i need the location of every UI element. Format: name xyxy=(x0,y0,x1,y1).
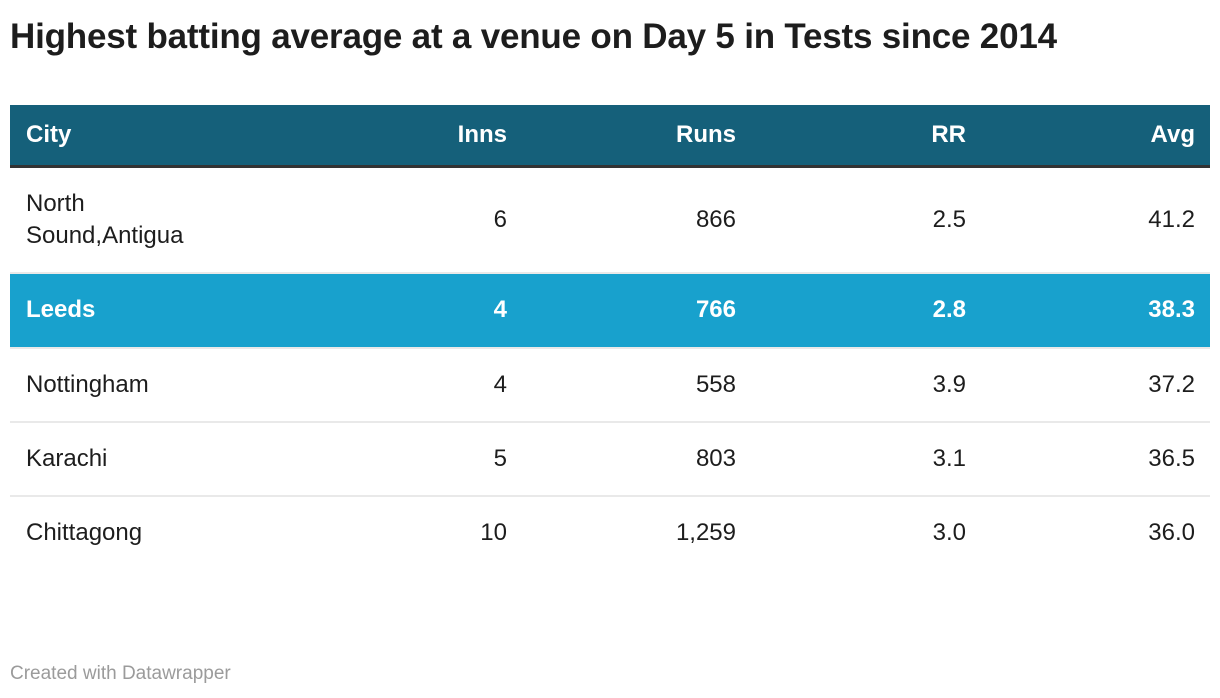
city-cell: Chittagong xyxy=(26,519,143,547)
column-header-avg: Avg xyxy=(981,104,1210,166)
table-row: Chittagong 10 1,259 3.0 36.0 xyxy=(10,496,1210,569)
attribution-text: Created with Datawrapper xyxy=(10,663,231,684)
avg-cell: 38.3 xyxy=(981,273,1210,348)
inns-cell: 6 xyxy=(493,205,507,233)
inns-cell: 5 xyxy=(493,445,507,473)
table-row: Leeds 4 766 2.8 38.3 xyxy=(10,273,1210,348)
rr-cell: 3.1 xyxy=(932,445,966,473)
city-cell: Karachi xyxy=(26,445,108,473)
table-row: Karachi 5 803 3.1 36.5 xyxy=(10,422,1210,497)
rr-cell: 2.8 xyxy=(751,273,981,348)
table-row: Nottingham 4 558 3.9 37.2 xyxy=(10,348,1210,423)
inns-cell: 10 xyxy=(480,519,507,547)
city-cell: North Sound,Antigua xyxy=(26,189,184,249)
city-cell: Nottingham xyxy=(26,370,149,398)
table-row: North Sound,Antigua 6 866 2.5 41.2 xyxy=(10,166,1210,274)
runs-cell: 866 xyxy=(695,205,736,233)
rr-cell: 3.0 xyxy=(932,519,966,547)
column-header-city: City xyxy=(10,104,350,166)
avg-cell: 36.0 xyxy=(1148,519,1195,547)
runs-cell: 766 xyxy=(522,273,751,348)
runs-cell: 803 xyxy=(695,445,736,473)
inns-cell: 4 xyxy=(493,370,507,398)
runs-cell: 558 xyxy=(695,370,736,398)
data-table: City Inns Runs RR Avg North Sound,Antigu… xyxy=(10,104,1210,570)
chart-title: Highest batting average at a venue on Da… xyxy=(10,17,1057,56)
table-header-row: City Inns Runs RR Avg xyxy=(10,104,1210,166)
column-header-runs: Runs xyxy=(522,104,751,166)
column-header-inns: Inns xyxy=(350,104,522,166)
avg-cell: 37.2 xyxy=(1148,370,1195,398)
inns-cell: 4 xyxy=(350,273,522,348)
rr-cell: 3.9 xyxy=(932,370,966,398)
rr-cell: 2.5 xyxy=(932,205,966,233)
avg-cell: 36.5 xyxy=(1148,445,1195,473)
column-header-rr: RR xyxy=(751,104,981,166)
city-cell: Leeds xyxy=(26,296,96,324)
avg-cell: 41.2 xyxy=(1148,205,1195,233)
runs-cell: 1,259 xyxy=(675,519,736,547)
